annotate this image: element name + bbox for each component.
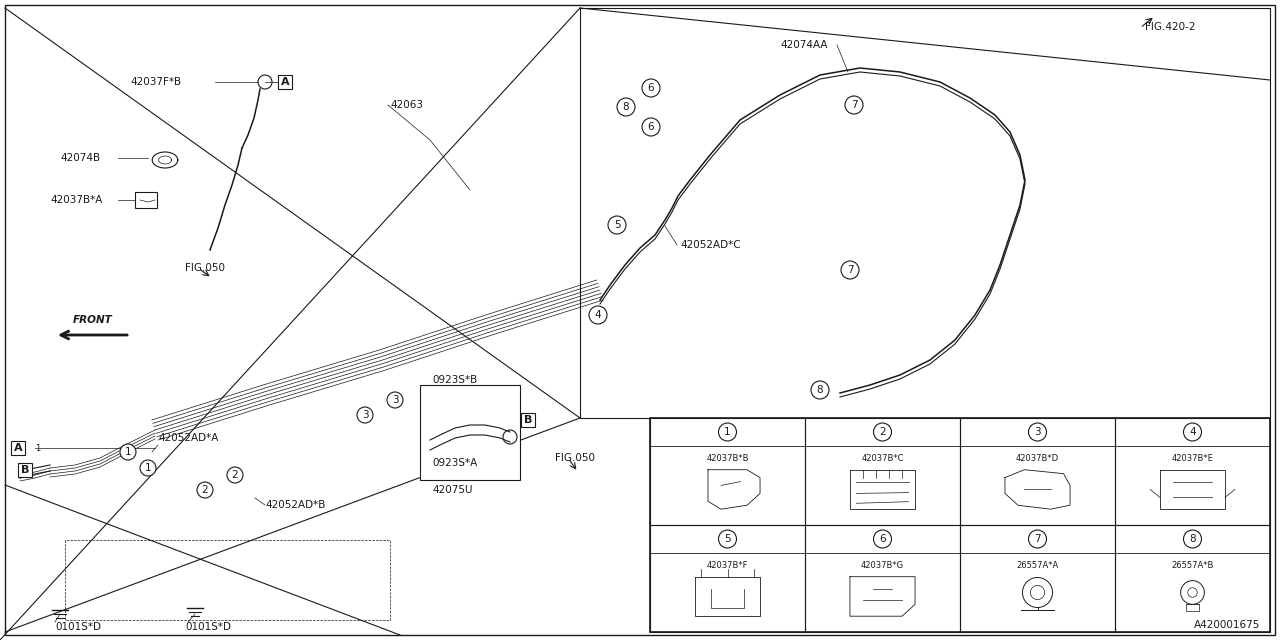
Text: 42037B*G: 42037B*G: [861, 561, 904, 570]
Text: B: B: [20, 465, 29, 475]
Circle shape: [1184, 530, 1202, 548]
Bar: [960, 418, 1115, 525]
Text: A420001675: A420001675: [1194, 620, 1260, 630]
Text: 0923S*B: 0923S*B: [433, 375, 477, 385]
Circle shape: [1184, 423, 1202, 441]
Text: 1: 1: [124, 447, 132, 457]
Text: 42037B*E: 42037B*E: [1171, 454, 1213, 463]
Text: 2: 2: [232, 470, 238, 480]
Text: 42052AD*C: 42052AD*C: [680, 240, 741, 250]
Text: 42037B*B: 42037B*B: [707, 454, 749, 463]
Text: 42052AD*A: 42052AD*A: [157, 433, 219, 443]
Circle shape: [387, 392, 403, 408]
Circle shape: [1029, 423, 1047, 441]
Text: 1: 1: [35, 444, 40, 452]
Circle shape: [643, 118, 660, 136]
Circle shape: [841, 261, 859, 279]
Text: 42063: 42063: [390, 100, 422, 110]
Text: FIG.420-2: FIG.420-2: [1146, 22, 1196, 32]
Text: 42037B*F: 42037B*F: [707, 561, 749, 570]
Text: 1: 1: [145, 463, 151, 473]
Text: 3: 3: [1034, 427, 1041, 437]
Text: FIG.050: FIG.050: [556, 453, 595, 463]
Text: 8: 8: [1189, 534, 1196, 544]
Circle shape: [643, 79, 660, 97]
Text: 3: 3: [362, 410, 369, 420]
Text: 0101S*D: 0101S*D: [55, 622, 101, 632]
Circle shape: [718, 423, 736, 441]
Bar: [650, 418, 1270, 632]
Text: 42075U: 42075U: [433, 485, 472, 495]
Text: 0101S*D: 0101S*D: [186, 622, 230, 632]
Text: 8: 8: [817, 385, 823, 395]
Circle shape: [873, 423, 891, 441]
Text: 0923S*A: 0923S*A: [433, 458, 477, 468]
Text: A: A: [280, 77, 289, 87]
Bar: [805, 525, 960, 632]
Bar: [960, 525, 1115, 632]
Circle shape: [845, 96, 863, 114]
Bar: [18, 463, 32, 477]
Text: 5: 5: [613, 220, 621, 230]
Text: 3: 3: [392, 395, 398, 405]
Circle shape: [357, 407, 372, 423]
Circle shape: [873, 530, 891, 548]
Text: 26557A*B: 26557A*B: [1171, 561, 1213, 570]
Circle shape: [1029, 530, 1047, 548]
Text: 7: 7: [1034, 534, 1041, 544]
Bar: [805, 418, 960, 525]
Bar: [1115, 418, 1270, 525]
Circle shape: [227, 467, 243, 483]
Bar: [420, 385, 520, 480]
Text: 42074B: 42074B: [60, 153, 100, 163]
Text: 42037F*B: 42037F*B: [131, 77, 182, 87]
Text: 42037B*C: 42037B*C: [861, 454, 904, 463]
Bar: [650, 418, 805, 525]
Text: 8: 8: [622, 102, 630, 112]
Text: 5: 5: [724, 534, 731, 544]
Bar: [278, 75, 292, 89]
Text: FRONT: FRONT: [73, 315, 113, 325]
Text: 1: 1: [724, 427, 731, 437]
Bar: [1115, 525, 1270, 632]
Text: 6: 6: [879, 534, 886, 544]
Bar: [521, 413, 535, 427]
Circle shape: [617, 98, 635, 116]
Text: 42037B*A: 42037B*A: [50, 195, 102, 205]
Text: B: B: [524, 415, 532, 425]
Text: FIG.050: FIG.050: [186, 263, 225, 273]
Text: 2: 2: [879, 427, 886, 437]
Text: 6: 6: [648, 83, 654, 93]
Text: 7: 7: [851, 100, 858, 110]
Circle shape: [197, 482, 212, 498]
Circle shape: [589, 306, 607, 324]
Text: 7: 7: [846, 265, 854, 275]
Text: 2: 2: [202, 485, 209, 495]
Bar: [134, 192, 157, 208]
Bar: [12, 441, 26, 455]
Text: 4: 4: [595, 310, 602, 320]
Circle shape: [812, 381, 829, 399]
Text: 42052AD*B: 42052AD*B: [265, 500, 325, 510]
Text: 6: 6: [648, 122, 654, 132]
Bar: [650, 525, 805, 632]
Text: 4: 4: [1189, 427, 1196, 437]
Text: 42074AA: 42074AA: [780, 40, 827, 50]
Circle shape: [608, 216, 626, 234]
Circle shape: [718, 530, 736, 548]
Text: 42037B*D: 42037B*D: [1016, 454, 1059, 463]
Circle shape: [140, 460, 156, 476]
Text: A: A: [14, 443, 22, 453]
Text: 26557A*A: 26557A*A: [1016, 561, 1059, 570]
Circle shape: [120, 444, 136, 460]
